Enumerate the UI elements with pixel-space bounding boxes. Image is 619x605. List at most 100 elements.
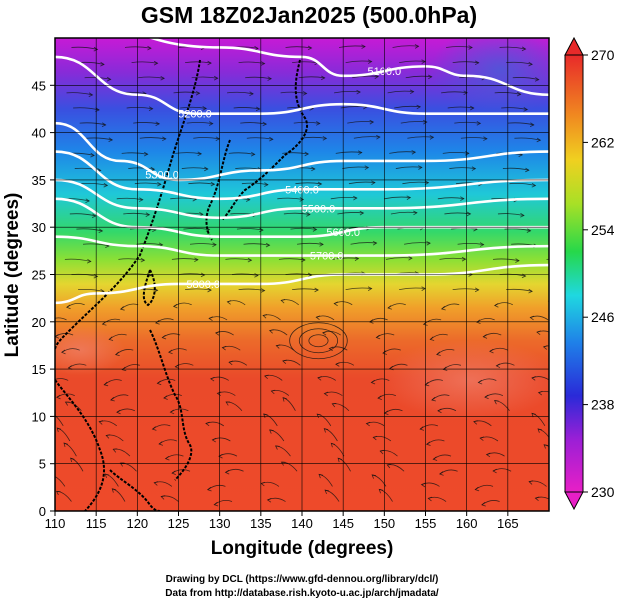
streamline-arrowhead — [210, 181, 216, 187]
colorbar-tick-label: 230 — [591, 484, 615, 500]
streamline-arrowhead — [474, 486, 480, 492]
streamline-arrowhead — [485, 452, 491, 458]
streamline-arrowhead — [101, 122, 107, 127]
streamline-arrowhead — [200, 272, 206, 278]
streamline-arrowhead — [151, 426, 157, 431]
streamline — [295, 182, 322, 185]
streamline-arrowhead — [528, 288, 533, 294]
streamline — [78, 288, 105, 292]
streamline-arrowhead — [333, 301, 339, 307]
streamline-arrowhead — [534, 496, 540, 502]
streamline-arrowhead — [418, 165, 423, 170]
streamline — [497, 213, 524, 216]
streamline-arrowhead — [419, 426, 425, 431]
streamline-arrowhead — [116, 409, 121, 415]
streamline-arrowhead — [438, 471, 444, 476]
streamline — [330, 197, 357, 200]
streamline — [116, 197, 143, 201]
y-tick-label: 25 — [32, 268, 46, 283]
streamline — [457, 243, 484, 245]
colorbar-tick-label: 270 — [591, 47, 615, 63]
streamline — [64, 258, 91, 262]
colorbar-tick-label: 254 — [591, 222, 615, 238]
streamline-arrowhead — [254, 273, 259, 278]
streamline-arrowhead — [160, 75, 165, 81]
streamline — [460, 137, 487, 140]
x-tick-label: 130 — [209, 516, 231, 531]
streamline — [280, 91, 307, 94]
streamline-arrowhead — [55, 490, 61, 496]
streamline-arrowhead — [421, 59, 426, 64]
streamline-arrowhead — [367, 59, 373, 64]
streamline-arrowhead — [482, 334, 488, 339]
streamline-arrowhead — [550, 461, 554, 465]
streamline-arrowhead — [314, 287, 319, 293]
streamline — [124, 46, 152, 49]
streamline-arrowhead — [202, 106, 207, 111]
streamline-arrowhead — [307, 272, 313, 278]
streamline-arrowhead — [432, 456, 438, 461]
plot-area: 5100.05200.05300.05400.05500.05600.05700… — [55, 38, 591, 511]
x-axis-label: Longitude (degrees) — [211, 538, 394, 559]
streamline-arrowhead — [529, 122, 535, 127]
streamline — [444, 212, 471, 215]
streamline-arrowhead — [90, 152, 95, 158]
x-tick-label: 145 — [332, 516, 354, 531]
streamline-arrowhead — [493, 400, 499, 405]
wind-streamlines — [55, 44, 591, 507]
streamline-arrowhead — [429, 336, 435, 341]
streamline-arrowhead — [228, 360, 234, 366]
streamline — [175, 152, 202, 155]
streamline-arrowhead — [583, 124, 587, 128]
streamline-arrowhead — [369, 119, 375, 125]
streamline-arrowhead — [280, 299, 286, 304]
streamline-arrowhead — [587, 245, 591, 249]
streamline-arrowhead — [302, 91, 308, 96]
streamline-arrowhead — [250, 151, 256, 157]
colorbar-tick-label: 238 — [591, 397, 615, 413]
streamline-arrowhead — [218, 453, 223, 459]
streamline-arrowhead — [537, 390, 543, 396]
streamline — [76, 228, 103, 232]
streamline — [86, 137, 113, 141]
streamline-arrowhead — [209, 376, 215, 382]
streamline — [241, 182, 268, 186]
streamline-arrowhead — [306, 212, 311, 217]
streamline — [292, 61, 319, 64]
streamline — [74, 167, 101, 171]
streamline-arrowhead — [406, 195, 412, 200]
contour-line — [55, 235, 549, 257]
coast-korea — [205, 139, 231, 241]
streamline — [181, 167, 208, 170]
streamline — [385, 257, 412, 260]
streamline-arrowhead — [111, 488, 117, 493]
streamline-arrowhead — [153, 481, 159, 486]
streamline-arrowhead — [157, 181, 162, 187]
streamline-arrowhead — [323, 391, 329, 397]
streamline — [441, 91, 468, 94]
streamline-arrowhead — [85, 198, 90, 203]
streamline-arrowhead — [282, 359, 287, 365]
streamline-arrowhead — [386, 463, 392, 469]
streamline-arrowhead — [154, 320, 160, 325]
streamline-arrowhead — [143, 151, 149, 157]
streamline-arrowhead — [247, 257, 253, 263]
streamline-arrowhead — [442, 366, 448, 371]
streamline — [138, 76, 165, 79]
streamline-arrowhead — [255, 106, 261, 112]
streamline — [390, 211, 417, 215]
streamline — [225, 258, 252, 261]
streamline-arrowhead — [307, 45, 313, 51]
streamline-arrowhead — [318, 473, 324, 479]
streamline — [345, 60, 372, 63]
streamline-arrowhead — [321, 331, 327, 336]
streamline — [246, 137, 273, 140]
streamline-arrowhead — [121, 366, 127, 372]
streamline-arrowhead — [364, 165, 370, 170]
streamline — [136, 243, 163, 246]
streamline-arrowhead — [275, 344, 281, 349]
streamline — [128, 167, 155, 170]
coast-philippines — [149, 329, 193, 481]
streamline-arrowhead — [382, 350, 387, 355]
streamline — [240, 122, 267, 125]
